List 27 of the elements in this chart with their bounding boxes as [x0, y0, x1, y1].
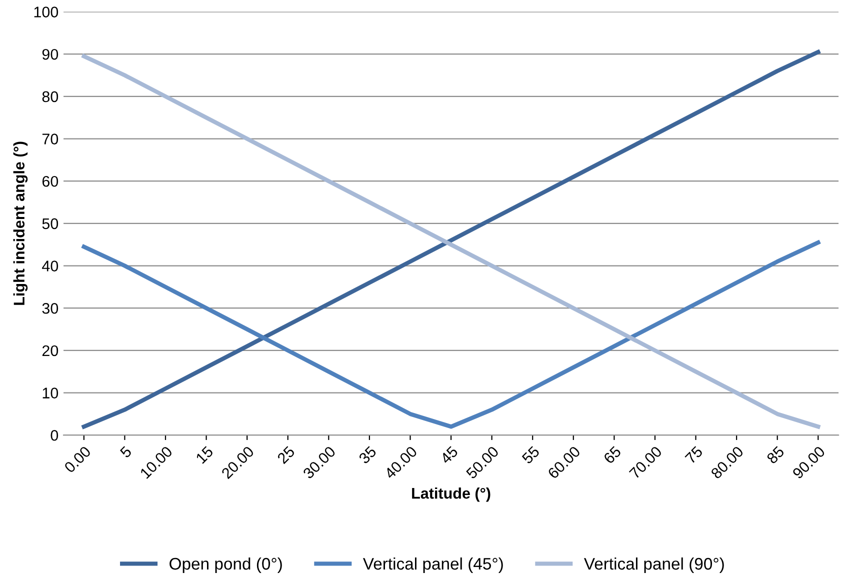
x-tick-label: 25	[276, 446, 296, 464]
y-tick-label: 80	[42, 91, 58, 102]
y-tick-label: 20	[42, 345, 58, 356]
x-tick-label: 55	[521, 446, 540, 464]
legend-label: Open pond (0°)	[170, 557, 282, 573]
line-series	[82, 240, 820, 429]
x-axis-title: Latitude (°)	[412, 488, 490, 502]
x-tick-label: 15	[195, 446, 214, 464]
x-tick-label: 35	[358, 446, 377, 464]
y-tick-label: 30	[42, 302, 58, 314]
y-tick-label: 50	[42, 218, 58, 230]
x-tick-label: 75	[684, 446, 704, 464]
y-axis-title: Light incident angle (°)	[13, 142, 28, 305]
x-tick-label: 5	[120, 446, 132, 458]
x-tick-label: 65	[603, 446, 622, 464]
y-tick-label: 90	[42, 48, 58, 60]
legend-label: Vertical panel (90°)	[584, 557, 724, 573]
y-tick-label: 10	[42, 388, 58, 398]
x-tick-label: 85	[766, 446, 785, 464]
x-tick-label: 45	[440, 446, 459, 465]
y-tick-label: 0	[50, 430, 58, 441]
y-tick-label: 60	[42, 176, 58, 187]
y-tick-label: 40	[42, 260, 58, 272]
y-tick-label: 100	[34, 6, 58, 18]
y-tick-label: 70	[42, 134, 58, 144]
x-tick-label: 0.00	[64, 446, 92, 474]
legend-label: Vertical panel (45°)	[362, 557, 503, 573]
